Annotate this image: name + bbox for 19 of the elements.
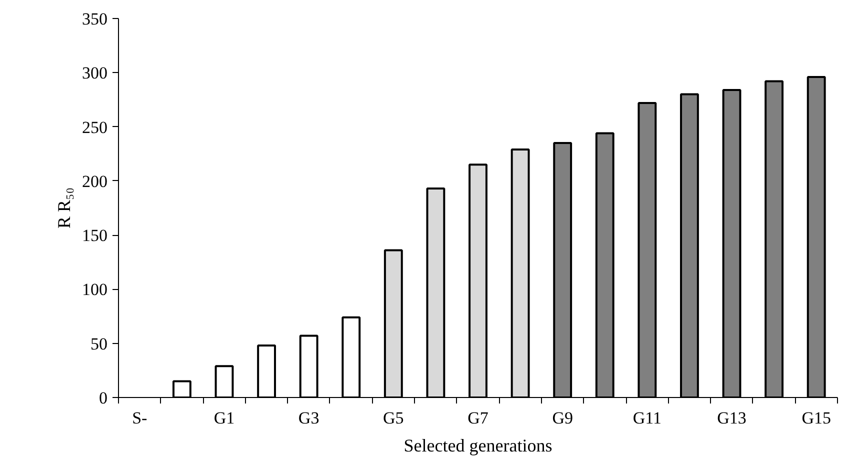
x-tick-label: S- xyxy=(132,408,148,428)
y-tick-label: 250 xyxy=(82,118,108,137)
x-tick-label: G11 xyxy=(632,408,662,428)
x-tick-label: G3 xyxy=(298,408,320,428)
x-tick-label: G9 xyxy=(552,408,573,428)
y-tick-label: 100 xyxy=(82,280,108,300)
x-tick-label: G15 xyxy=(802,408,831,428)
y-tick-label: 200 xyxy=(82,172,108,191)
y-tick-label: 350 xyxy=(82,10,108,28)
x-tick-label: G1 xyxy=(214,408,235,428)
y-tick-label: 150 xyxy=(82,226,108,246)
x-axis-title: Selected generations xyxy=(404,436,552,456)
y-axis-title: R R₅₀ xyxy=(54,187,74,229)
x-tick-label: G5 xyxy=(383,408,404,428)
y-tick-label: 0 xyxy=(99,388,108,408)
y-tick-label: 300 xyxy=(82,64,108,83)
x-tick-label: G7 xyxy=(468,408,489,428)
y-tick-label: 50 xyxy=(90,334,108,354)
x-tick-label: G13 xyxy=(717,408,746,428)
